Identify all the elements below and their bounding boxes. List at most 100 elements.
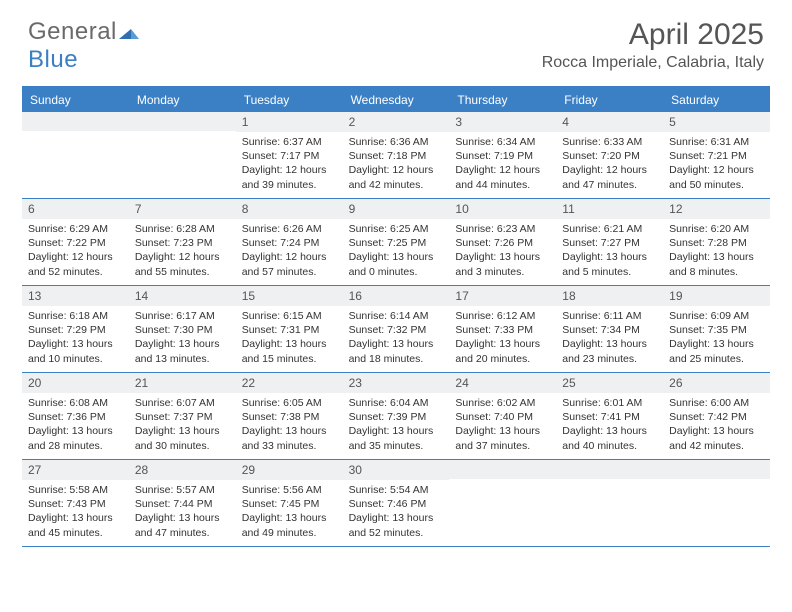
day-details: Sunrise: 5:56 AMSunset: 7:45 PMDaylight:…	[236, 480, 343, 546]
day-cell-28: 28Sunrise: 5:57 AMSunset: 7:44 PMDayligh…	[129, 460, 236, 546]
sunrise-line: Sunrise: 6:37 AM	[242, 135, 337, 149]
sunset-line: Sunset: 7:25 PM	[349, 236, 444, 250]
day-number	[556, 460, 663, 479]
day-details: Sunrise: 6:04 AMSunset: 7:39 PMDaylight:…	[343, 393, 450, 459]
day-details: Sunrise: 6:20 AMSunset: 7:28 PMDaylight:…	[663, 219, 770, 285]
dayname-friday: Friday	[556, 88, 663, 112]
day-number: 22	[236, 373, 343, 393]
day-details: Sunrise: 6:28 AMSunset: 7:23 PMDaylight:…	[129, 219, 236, 285]
logo-part2: Blue	[28, 46, 78, 73]
daylight-line: Daylight: 12 hours and 55 minutes.	[135, 250, 230, 278]
day-details: Sunrise: 6:00 AMSunset: 7:42 PMDaylight:…	[663, 393, 770, 459]
day-number: 27	[22, 460, 129, 480]
sunrise-line: Sunrise: 6:08 AM	[28, 396, 123, 410]
sunrise-line: Sunrise: 6:25 AM	[349, 222, 444, 236]
day-number: 6	[22, 199, 129, 219]
sunset-line: Sunset: 7:34 PM	[562, 323, 657, 337]
sunrise-line: Sunrise: 6:36 AM	[349, 135, 444, 149]
day-cell-14: 14Sunrise: 6:17 AMSunset: 7:30 PMDayligh…	[129, 286, 236, 372]
daylight-line: Daylight: 13 hours and 18 minutes.	[349, 337, 444, 365]
sunset-line: Sunset: 7:46 PM	[349, 497, 444, 511]
day-number: 9	[343, 199, 450, 219]
day-number: 26	[663, 373, 770, 393]
day-number: 21	[129, 373, 236, 393]
day-details: Sunrise: 6:29 AMSunset: 7:22 PMDaylight:…	[22, 219, 129, 285]
empty-cell	[22, 112, 129, 198]
sunset-line: Sunset: 7:38 PM	[242, 410, 337, 424]
day-details: Sunrise: 6:08 AMSunset: 7:36 PMDaylight:…	[22, 393, 129, 459]
day-cell-19: 19Sunrise: 6:09 AMSunset: 7:35 PMDayligh…	[663, 286, 770, 372]
daylight-line: Daylight: 12 hours and 57 minutes.	[242, 250, 337, 278]
sunrise-line: Sunrise: 6:04 AM	[349, 396, 444, 410]
daylight-line: Daylight: 13 hours and 23 minutes.	[562, 337, 657, 365]
day-details: Sunrise: 6:09 AMSunset: 7:35 PMDaylight:…	[663, 306, 770, 372]
daylight-line: Daylight: 13 hours and 35 minutes.	[349, 424, 444, 452]
sunrise-line: Sunrise: 6:00 AM	[669, 396, 764, 410]
day-cell-2: 2Sunrise: 6:36 AMSunset: 7:18 PMDaylight…	[343, 112, 450, 198]
sunset-line: Sunset: 7:23 PM	[135, 236, 230, 250]
day-cell-9: 9Sunrise: 6:25 AMSunset: 7:25 PMDaylight…	[343, 199, 450, 285]
day-cell-18: 18Sunrise: 6:11 AMSunset: 7:34 PMDayligh…	[556, 286, 663, 372]
dayname-wednesday: Wednesday	[343, 88, 450, 112]
day-cell-4: 4Sunrise: 6:33 AMSunset: 7:20 PMDaylight…	[556, 112, 663, 198]
day-cell-3: 3Sunrise: 6:34 AMSunset: 7:19 PMDaylight…	[449, 112, 556, 198]
sunrise-line: Sunrise: 6:29 AM	[28, 222, 123, 236]
sunrise-line: Sunrise: 6:21 AM	[562, 222, 657, 236]
sunset-line: Sunset: 7:30 PM	[135, 323, 230, 337]
sunset-line: Sunset: 7:31 PM	[242, 323, 337, 337]
day-number: 11	[556, 199, 663, 219]
sunset-line: Sunset: 7:20 PM	[562, 149, 657, 163]
day-details: Sunrise: 6:23 AMSunset: 7:26 PMDaylight:…	[449, 219, 556, 285]
day-cell-7: 7Sunrise: 6:28 AMSunset: 7:23 PMDaylight…	[129, 199, 236, 285]
daylight-line: Daylight: 13 hours and 42 minutes.	[669, 424, 764, 452]
day-details: Sunrise: 6:31 AMSunset: 7:21 PMDaylight:…	[663, 132, 770, 198]
sunrise-line: Sunrise: 5:57 AM	[135, 483, 230, 497]
daylight-line: Daylight: 13 hours and 10 minutes.	[28, 337, 123, 365]
day-number: 3	[449, 112, 556, 132]
title-block: April 2025 Rocca Imperiale, Calabria, It…	[542, 18, 764, 72]
day-details: Sunrise: 6:15 AMSunset: 7:31 PMDaylight:…	[236, 306, 343, 372]
sunrise-line: Sunrise: 6:07 AM	[135, 396, 230, 410]
sunset-line: Sunset: 7:35 PM	[669, 323, 764, 337]
daylight-line: Daylight: 13 hours and 40 minutes.	[562, 424, 657, 452]
sunrise-line: Sunrise: 6:26 AM	[242, 222, 337, 236]
empty-cell	[129, 112, 236, 198]
day-details: Sunrise: 6:14 AMSunset: 7:32 PMDaylight:…	[343, 306, 450, 372]
day-number: 30	[343, 460, 450, 480]
day-cell-26: 26Sunrise: 6:00 AMSunset: 7:42 PMDayligh…	[663, 373, 770, 459]
day-number: 7	[129, 199, 236, 219]
day-cell-25: 25Sunrise: 6:01 AMSunset: 7:41 PMDayligh…	[556, 373, 663, 459]
sunset-line: Sunset: 7:32 PM	[349, 323, 444, 337]
sunrise-line: Sunrise: 6:02 AM	[455, 396, 550, 410]
day-number: 28	[129, 460, 236, 480]
week-row: 6Sunrise: 6:29 AMSunset: 7:22 PMDaylight…	[22, 199, 770, 286]
day-number: 8	[236, 199, 343, 219]
sunrise-line: Sunrise: 6:28 AM	[135, 222, 230, 236]
dayname-monday: Monday	[129, 88, 236, 112]
dayname-row: SundayMondayTuesdayWednesdayThursdayFrid…	[22, 88, 770, 112]
daylight-line: Daylight: 13 hours and 0 minutes.	[349, 250, 444, 278]
day-details: Sunrise: 6:21 AMSunset: 7:27 PMDaylight:…	[556, 219, 663, 285]
day-details: Sunrise: 6:33 AMSunset: 7:20 PMDaylight:…	[556, 132, 663, 198]
day-cell-11: 11Sunrise: 6:21 AMSunset: 7:27 PMDayligh…	[556, 199, 663, 285]
day-number: 10	[449, 199, 556, 219]
daylight-line: Daylight: 13 hours and 25 minutes.	[669, 337, 764, 365]
daylight-line: Daylight: 13 hours and 28 minutes.	[28, 424, 123, 452]
day-details: Sunrise: 5:58 AMSunset: 7:43 PMDaylight:…	[22, 480, 129, 546]
sunrise-line: Sunrise: 6:09 AM	[669, 309, 764, 323]
week-row: 20Sunrise: 6:08 AMSunset: 7:36 PMDayligh…	[22, 373, 770, 460]
day-details: Sunrise: 6:25 AMSunset: 7:25 PMDaylight:…	[343, 219, 450, 285]
sunset-line: Sunset: 7:37 PM	[135, 410, 230, 424]
day-details: Sunrise: 6:02 AMSunset: 7:40 PMDaylight:…	[449, 393, 556, 459]
day-cell-6: 6Sunrise: 6:29 AMSunset: 7:22 PMDaylight…	[22, 199, 129, 285]
daylight-line: Daylight: 13 hours and 49 minutes.	[242, 511, 337, 539]
day-number: 1	[236, 112, 343, 132]
daylight-line: Daylight: 13 hours and 37 minutes.	[455, 424, 550, 452]
sunrise-line: Sunrise: 6:23 AM	[455, 222, 550, 236]
day-details: Sunrise: 6:18 AMSunset: 7:29 PMDaylight:…	[22, 306, 129, 372]
empty-cell	[556, 460, 663, 546]
daylight-line: Daylight: 13 hours and 52 minutes.	[349, 511, 444, 539]
sunrise-line: Sunrise: 6:14 AM	[349, 309, 444, 323]
location: Rocca Imperiale, Calabria, Italy	[542, 54, 764, 72]
week-row: 1Sunrise: 6:37 AMSunset: 7:17 PMDaylight…	[22, 112, 770, 199]
